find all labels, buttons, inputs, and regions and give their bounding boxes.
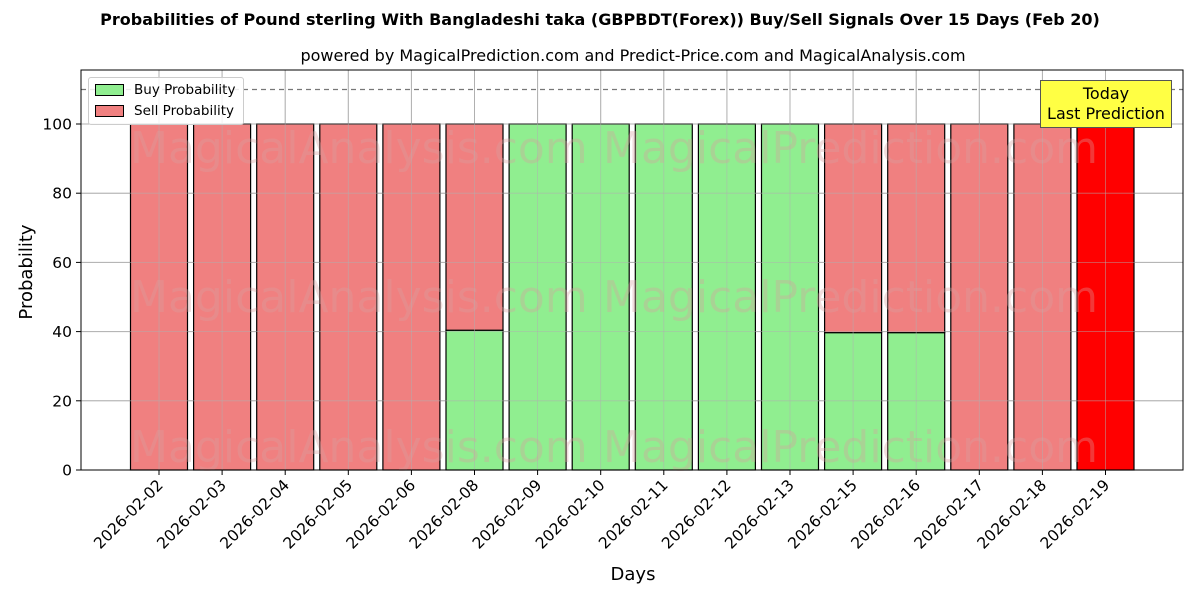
bars [81,70,1183,471]
today-annotation: Today Last Prediction [1040,80,1172,128]
y-axis-label: Probability [16,224,37,319]
plot-frame [80,69,1184,471]
legend-buy-label: Buy Probability [134,82,236,98]
y-axis-ticks: 0 20 40 60 80 100 [42,116,81,480]
svg-text:100: 100 [42,116,72,134]
svg-text:0: 0 [62,462,72,480]
svg-text:40: 40 [52,323,72,341]
sell-swatch [95,105,124,117]
annotation-line-2: Last Prediction [1047,104,1165,123]
legend-item-buy: Buy Probability [95,82,235,98]
svg-text:20: 20 [52,392,72,410]
svg-text:MagicalAnalysis.com: MagicalAnalysis.com [130,123,588,174]
watermarks: MagicalAnalysis.com MagicalAnalysis.com Ma… [130,123,1098,473]
svg-text:MagicalAnalysis.com: MagicalAnalysis.com [130,272,588,323]
buy-swatch [95,84,124,96]
x-axis-label: Days [611,564,656,585]
svg-text:80: 80 [52,185,72,203]
svg-text:MagicalAnalysis.com: MagicalAnalysis.com [130,422,588,473]
chart-subtitle: powered by MagicalPrediction.com and Pre… [300,46,966,65]
svg-text:MagicalPrediction.com: MagicalPrediction.com [603,272,1098,323]
chart-title: Probabilities of Pound sterling With Ban… [100,10,1100,29]
svg-text:60: 60 [52,254,72,272]
legend: Buy Probability Sell Probability [88,77,244,125]
svg-text:MagicalPrediction.com: MagicalPrediction.com [603,123,1098,174]
svg-text:MagicalPrediction.com: MagicalPrediction.com [603,422,1098,473]
x-axis-ticks: 2026-02-022026-02-032026-02-042026-02-05… [90,470,1113,553]
legend-sell-label: Sell Probability [134,103,235,119]
annotation-line-1: Today [1082,84,1130,103]
legend-item-sell: Sell Probability [95,103,234,119]
